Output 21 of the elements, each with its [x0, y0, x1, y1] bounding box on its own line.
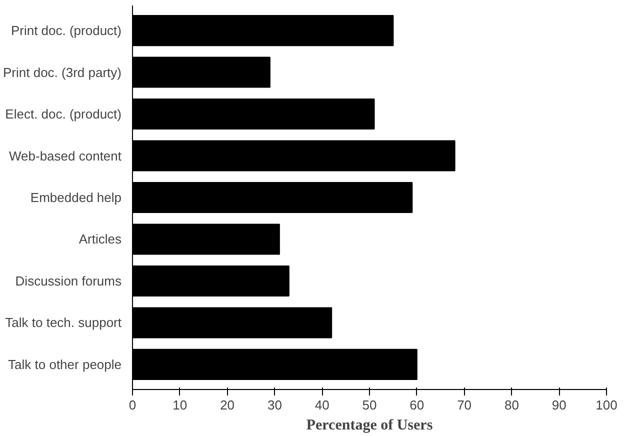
x-tick-label: 30 [267, 398, 282, 412]
y-tick-label: Web-based content [9, 148, 122, 164]
y-tick-label: Talk to other people [8, 356, 122, 372]
x-tick-label: 100 [596, 398, 618, 412]
y-tick-label: Print doc. (product) [10, 23, 122, 38]
y-tick-label: Articles [78, 232, 122, 247]
x-tick-label: 40 [314, 398, 330, 412]
x-tick-label: 20 [220, 398, 235, 412]
x-tick-label: 10 [172, 398, 188, 412]
x-tick-label: 70 [457, 398, 472, 412]
x-tick-label: 0 [128, 398, 136, 412]
x-axis-title: Percentage of Users [306, 418, 433, 434]
y-tick-label: Print doc. (3rd party) [3, 64, 122, 80]
y-tick-label: Discussion forums [15, 273, 122, 288]
y-tick-label: Embedded help [30, 190, 122, 205]
x-tick-label: 50 [362, 398, 377, 412]
x-tick-label: 80 [504, 398, 519, 412]
x-tick-label: 90 [552, 398, 566, 412]
y-tick-label: Elect. doc. (product) [5, 106, 122, 122]
x-tick-label: 60 [410, 398, 424, 412]
y-tick-label: Talk to tech. support [5, 315, 122, 330]
